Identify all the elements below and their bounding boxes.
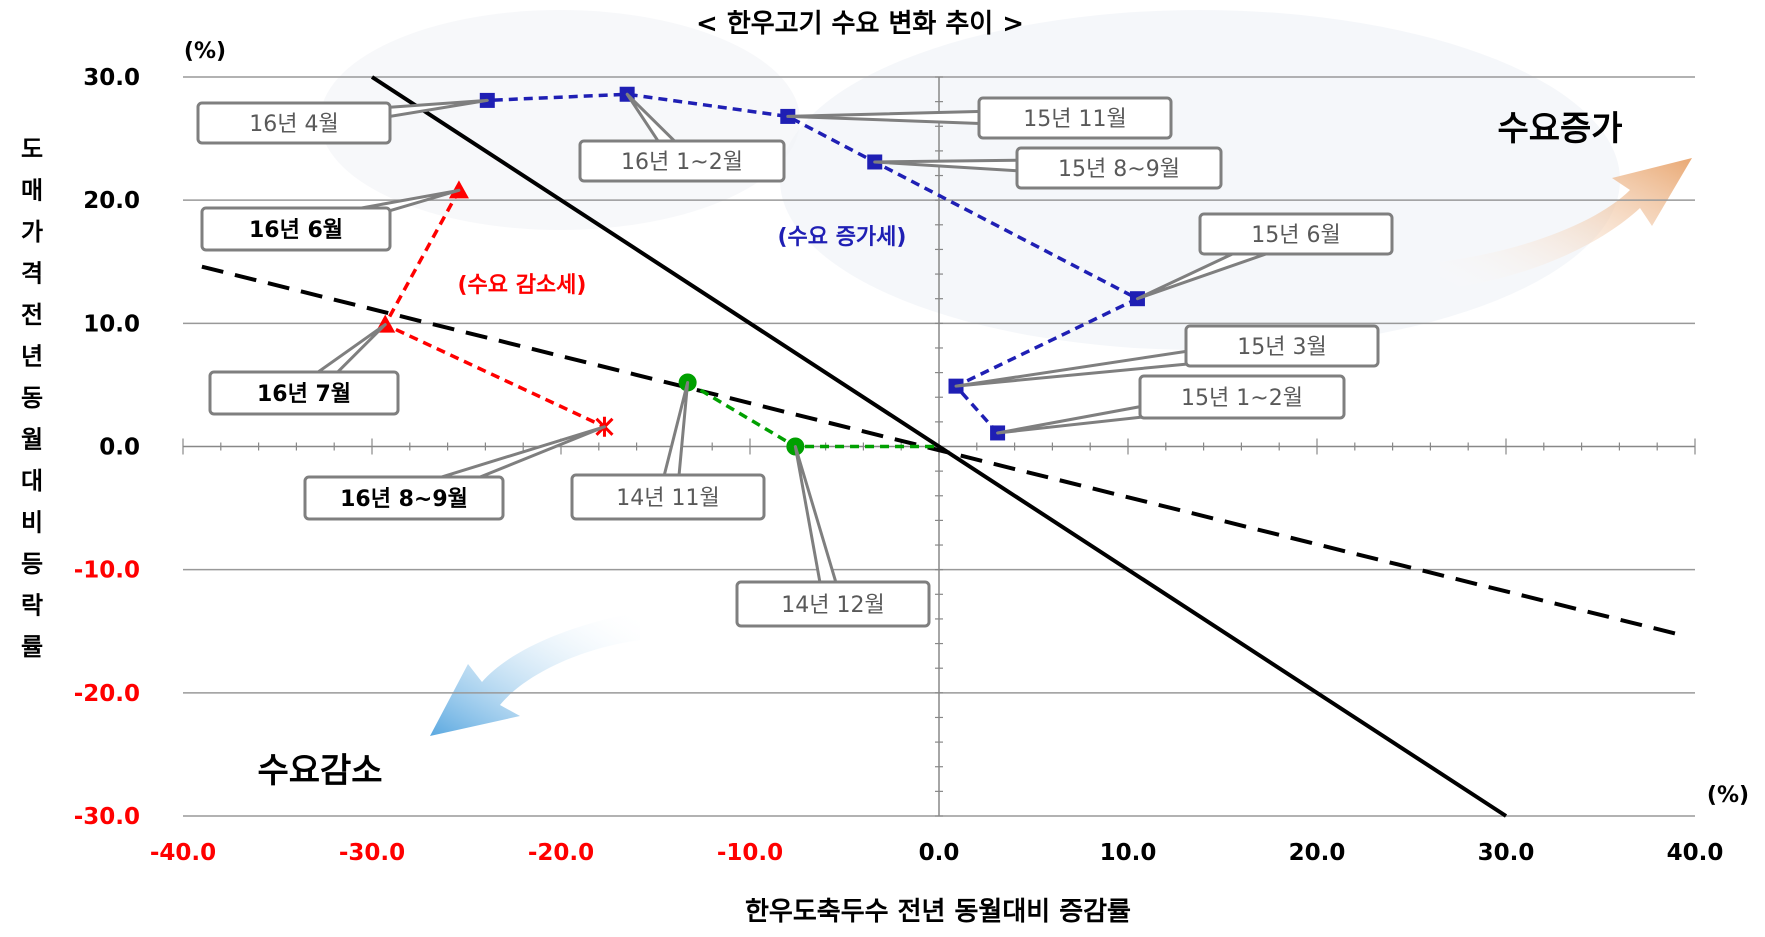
x-tick-label: 0.0 bbox=[919, 840, 960, 866]
callout-label: 15년 11월 bbox=[1023, 107, 1126, 132]
y-axis-label-char: 률 bbox=[21, 633, 43, 661]
x-tick-label: 10.0 bbox=[1100, 840, 1157, 866]
reference-line-solid bbox=[370, 75, 1508, 818]
annotation-demand-decrease: 수요감소 bbox=[257, 751, 382, 791]
x-unit: (%) bbox=[1707, 783, 1749, 808]
callout-box bbox=[208, 370, 400, 416]
callout-box bbox=[196, 101, 392, 145]
callout-label: 16년 6월 bbox=[249, 218, 343, 243]
y-axis-label-char: 월 bbox=[21, 426, 43, 454]
callout-box bbox=[570, 473, 766, 521]
callout-box bbox=[735, 580, 931, 628]
callout-box bbox=[303, 475, 505, 521]
x-tick-labels: -40.0 -30.0 -20.0 -10.0 0.0 10.0 20.0 30.0 40.0 bbox=[150, 840, 1724, 866]
x-tick-label: 40.0 bbox=[1667, 840, 1724, 866]
y-axis-label-char: 매 bbox=[21, 177, 43, 205]
callout-label: 14년 11월 bbox=[616, 486, 719, 511]
annotation-demand-increase: 수요증가 bbox=[1497, 109, 1622, 149]
callout-label: 16년 1~2월 bbox=[621, 150, 743, 175]
y-tick-label: 20.0 bbox=[83, 188, 140, 214]
callout-box bbox=[1198, 212, 1394, 256]
decrease-arrow-icon bbox=[430, 612, 640, 736]
callout-box bbox=[1015, 146, 1223, 190]
callout-label: 15년 3월 bbox=[1237, 335, 1326, 360]
y-tick-label: 0.0 bbox=[99, 435, 140, 461]
callout-label: 16년 4월 bbox=[249, 112, 338, 137]
x-tick-label: 20.0 bbox=[1289, 840, 1346, 866]
increase-arrow-icon bbox=[1440, 158, 1692, 290]
callout-box bbox=[1138, 374, 1346, 420]
annotation-demand-up-trend: (수요 증가세) bbox=[778, 225, 907, 250]
reference-lines bbox=[201, 75, 1677, 818]
x-tick-label: -20.0 bbox=[528, 840, 594, 866]
y-axis-label-char: 전 bbox=[21, 301, 43, 329]
callout-label: 14년 12월 bbox=[781, 593, 884, 618]
callout-box bbox=[578, 139, 786, 183]
y-axis-label-char: 가 bbox=[21, 218, 43, 246]
y-tick-label: -10.0 bbox=[74, 558, 140, 584]
annotation-demand-down-trend: (수요 감소세) bbox=[458, 273, 587, 298]
series-line bbox=[686, 380, 939, 449]
y-axis-label-char: 년 bbox=[21, 343, 43, 371]
callout-box bbox=[200, 206, 392, 252]
y-axis-label-char: 동 bbox=[21, 384, 43, 412]
y-axis-label-char: 등 bbox=[21, 550, 43, 578]
x-tick-label: -10.0 bbox=[717, 840, 783, 866]
y-tick-labels: 30.0 20.0 10.0 0.0 -10.0 -20.0 -30.0 bbox=[74, 65, 140, 830]
x-axis-label: 한우도축두수 전년 동월대비 증감률 bbox=[745, 897, 1131, 927]
x-tick-label: -30.0 bbox=[339, 840, 405, 866]
y-tick-label: 30.0 bbox=[83, 65, 140, 91]
callout-box bbox=[977, 96, 1173, 140]
callout-label: 15년 8~9월 bbox=[1058, 157, 1180, 182]
y-axis-label-char: 락 bbox=[21, 592, 43, 620]
callout-label: 16년 7월 bbox=[257, 382, 351, 407]
x-tick-label: 30.0 bbox=[1478, 840, 1535, 866]
x-tick-label: -40.0 bbox=[150, 840, 216, 866]
y-axis-label-char: 도 bbox=[21, 135, 43, 163]
callouts: 14년 11월 14년 12월 15년 1~2월 15년 3월 15년 6월 15년 8~… bbox=[196, 92, 1394, 628]
callout-box bbox=[1184, 324, 1380, 368]
callout-label: 16년 8~9월 bbox=[340, 487, 468, 512]
y-axis-label-char: 대 bbox=[21, 467, 43, 495]
y-unit: (%) bbox=[184, 39, 226, 64]
y-axis-label-char: 격 bbox=[21, 260, 43, 288]
y-axis-label-char: 비 bbox=[21, 509, 43, 537]
callout-label: 15년 1~2월 bbox=[1181, 386, 1303, 411]
y-tick-label: 10.0 bbox=[83, 311, 140, 337]
chart-title: < 한우고기 수요 변화 추이 > bbox=[696, 9, 1024, 39]
background-decoration bbox=[320, 10, 1620, 350]
reference-line-dashed bbox=[201, 264, 1677, 636]
y-tick-label: -30.0 bbox=[74, 804, 140, 830]
y-tick-label: -20.0 bbox=[74, 681, 140, 707]
callout-label: 15년 6월 bbox=[1251, 223, 1340, 248]
